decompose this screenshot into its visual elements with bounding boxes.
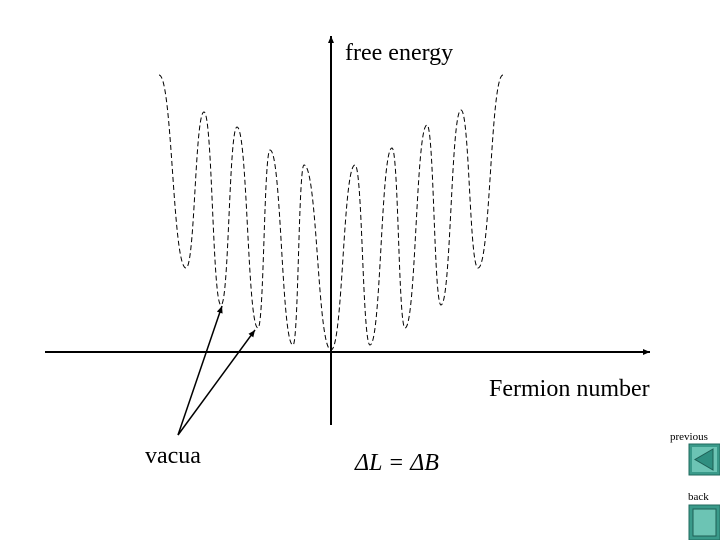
back-button[interactable] [688,504,720,540]
vacua-label: vacua [145,443,201,469]
previous-button[interactable] [688,443,720,476]
previous-icon[interactable] [694,448,714,471]
back-icon[interactable] [692,508,717,537]
back-label: back [688,491,709,503]
vacua-arrow [177,305,223,436]
free-energy-curve [158,74,504,351]
vacua-arrow [177,329,256,436]
x-axis-label: Fermion number [489,376,650,402]
previous-label: previous [670,431,708,443]
equation: ΔL = ΔB [354,450,439,476]
y-axis-label: free energy [345,40,453,66]
